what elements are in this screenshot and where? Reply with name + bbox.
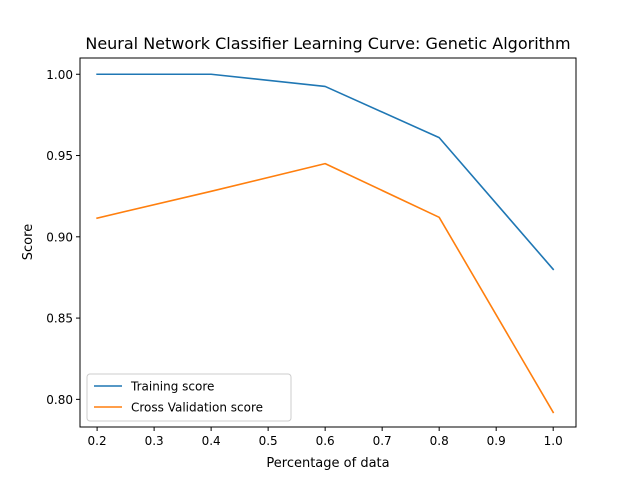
legend-items: Training score Cross Validation score bbox=[94, 380, 263, 415]
series-lines bbox=[96, 73, 555, 414]
y-tick-label: 0.85 bbox=[46, 312, 73, 326]
series-line-training bbox=[96, 73, 555, 271]
legend-box bbox=[86, 373, 292, 422]
x-tick-label: 0.3 bbox=[145, 434, 164, 448]
y-tick-label: 0.80 bbox=[46, 393, 73, 407]
chart-title: Neural Network Classifier Learning Curve… bbox=[85, 34, 570, 53]
x-tick-label: 0.5 bbox=[259, 434, 278, 448]
y-axis-label: Score bbox=[21, 224, 36, 260]
x-tick-label: 1.0 bbox=[544, 434, 563, 448]
y-tick-label: 1.00 bbox=[46, 68, 73, 82]
series-line-cross-validation bbox=[96, 162, 555, 414]
x-tick-label: 0.2 bbox=[88, 434, 107, 448]
legend-label: Training score bbox=[130, 380, 214, 394]
x-tick-label: 0.8 bbox=[430, 434, 449, 448]
x-axis-label: Percentage of data bbox=[266, 456, 389, 471]
plot-frame bbox=[79, 57, 577, 428]
y-tick-label: 0.95 bbox=[46, 149, 73, 163]
x-tick-label: 0.9 bbox=[487, 434, 506, 448]
legend: Training score Cross Validation score bbox=[86, 373, 292, 422]
x-tick-label: 0.7 bbox=[373, 434, 392, 448]
y-tick-label: 0.90 bbox=[46, 230, 73, 244]
x-tick-label: 0.6 bbox=[316, 434, 335, 448]
x-tick-label: 0.4 bbox=[202, 434, 221, 448]
axes: 0.2 0.3 0.4 0.5 0.6 0.7 0.8 0.9 1.0 0.80 0.85 0.90 0… bbox=[46, 68, 562, 448]
legend-label: Cross Validation score bbox=[131, 401, 263, 415]
